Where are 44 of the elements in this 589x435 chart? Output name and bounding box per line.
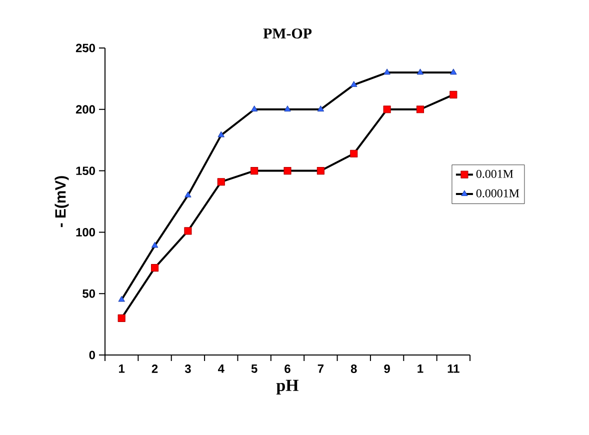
x-tick-label: 6 [284,364,290,373]
x-tick-label: 11 [448,364,460,373]
point [450,90,458,98]
point [218,131,224,138]
point [383,106,391,114]
y-tick-label: 50 [82,289,95,298]
y-axis-title: - E(mV) [54,176,69,228]
point [416,106,424,114]
y-tick-label: 200 [76,105,95,114]
x-tick-label: 8 [350,364,357,373]
point [316,167,324,175]
point [250,167,258,175]
point [350,150,358,158]
chart-title: PM-OP [263,28,312,38]
point [150,264,159,272]
x-axis-title: pH [276,380,299,395]
y-tick-label: 250 [76,44,95,52]
point [317,106,324,112]
x-tick-label: 3 [184,364,191,374]
point [118,296,125,302]
point [251,106,258,112]
point [118,314,126,322]
point [184,227,192,235]
point [284,167,292,175]
point [350,81,358,87]
point [384,68,390,75]
legend-label: 0.0001M [476,189,520,198]
x-tick-label: 2 [152,364,158,373]
point [416,68,424,75]
y-tick-label: 100 [76,228,95,236]
point [450,68,457,75]
x-tick-label: 4 [218,364,224,373]
x-tick-label: 5 [251,364,258,373]
point [151,242,158,248]
x-tick-label: 7 [318,364,324,373]
y-tick-label: 0 [89,350,95,360]
y-tick-label: 150 [76,166,95,176]
point [217,178,225,186]
x-tick-label: 1 [119,364,125,373]
x-tick-label: 9 [384,364,390,373]
x-tick-label: 1 [418,364,424,373]
legend-label: 0.001M [476,170,514,178]
point [284,106,291,112]
point [184,192,192,198]
